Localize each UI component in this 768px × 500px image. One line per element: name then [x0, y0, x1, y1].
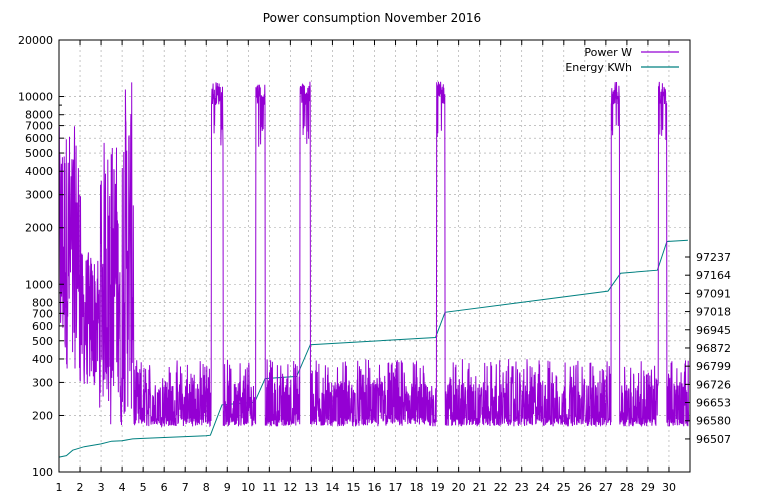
y2-tick-label: 97237 [696, 251, 731, 264]
y-tick-label: 500 [32, 335, 53, 348]
x-tick-label: 9 [224, 481, 231, 494]
x-tick-label: 10 [241, 481, 255, 494]
x-tick-label: 7 [182, 481, 189, 494]
x-tick-label: 14 [325, 481, 339, 494]
y2-tick-label: 96799 [696, 360, 731, 373]
y-tick-label: 20000 [18, 34, 53, 47]
y2-tick-label: 96580 [696, 415, 731, 428]
x-tick-label: 5 [140, 481, 147, 494]
x-tick-label: 17 [389, 481, 403, 494]
y-tick-label: 2000 [25, 222, 53, 235]
y-tick-label: 3000 [25, 189, 53, 202]
y-tick-label: 4000 [25, 165, 53, 178]
x-tick-label: 22 [494, 481, 508, 494]
y2-tick-label: 96653 [696, 397, 731, 410]
x-tick-label: 16 [368, 481, 382, 494]
y-tick-label: 8000 [25, 109, 53, 122]
x-tick-label: 1 [56, 481, 63, 494]
y-tick-label: 10000 [18, 91, 53, 104]
energy-kwh-line [58, 239, 688, 458]
y-tick-label: 100 [32, 466, 53, 479]
chart-title: Power consumption November 2016 [263, 11, 481, 25]
legend-label: Energy KWh [565, 61, 632, 74]
y-tick-label: 300 [32, 376, 53, 389]
x-tick-label: 30 [662, 481, 676, 494]
x-tick-label: 2 [77, 481, 84, 494]
x-tick-label: 18 [410, 481, 424, 494]
legend: Power W Energy KWh [565, 46, 679, 74]
x-tick-label: 8 [203, 481, 210, 494]
x-tick-label: 27 [599, 481, 613, 494]
legend-label: Power W [584, 46, 632, 59]
y-tick-label: 700 [32, 307, 53, 320]
x-tick-label: 11 [262, 481, 276, 494]
y2-tick-label: 96507 [696, 433, 731, 446]
x-tick-label: 29 [641, 481, 655, 494]
x-tick-label: 6 [161, 481, 168, 494]
x-tick-label: 4 [119, 481, 126, 494]
power-w-line [58, 81, 690, 429]
y2-tick-label: 97164 [696, 269, 731, 282]
x-tick-label: 26 [578, 481, 592, 494]
y-tick-label: 6000 [25, 132, 53, 145]
y-tick-label: 7000 [25, 120, 53, 133]
y2-tick-label: 96872 [696, 342, 731, 355]
y-tick-label: 400 [32, 353, 53, 366]
x-tick-label: 12 [283, 481, 297, 494]
x-tick-label: 3 [98, 481, 105, 494]
x-tick-label: 20 [452, 481, 466, 494]
y2-tick-label: 97091 [696, 287, 731, 300]
x-tick-label: 23 [515, 481, 529, 494]
x-tick-label: 19 [431, 481, 445, 494]
y-tick-label: 800 [32, 296, 53, 309]
y-tick-label: 600 [32, 320, 53, 333]
x-tick-label: 15 [346, 481, 360, 494]
y2-tick-label: 97018 [696, 306, 731, 319]
x-tick-label: 13 [304, 481, 318, 494]
y2-tick-label: 96945 [696, 324, 731, 337]
x-tick-label: 21 [473, 481, 487, 494]
y2-tick-label: 96726 [696, 378, 731, 391]
energy-series [58, 239, 688, 458]
y-tick-label: 1000 [25, 278, 53, 291]
x-tick-label: 25 [557, 481, 571, 494]
y-tick-label: 5000 [25, 147, 53, 160]
power-series [58, 81, 690, 429]
y-tick-label: 200 [32, 409, 53, 422]
x-tick-label: 24 [536, 481, 550, 494]
x-tick-label: 28 [620, 481, 634, 494]
axes: 1 2 3 4 5 6 7 8 9 10 11 12 13 14 15 16 17 18 19 20 21 22 23 24 2… [18, 34, 731, 494]
